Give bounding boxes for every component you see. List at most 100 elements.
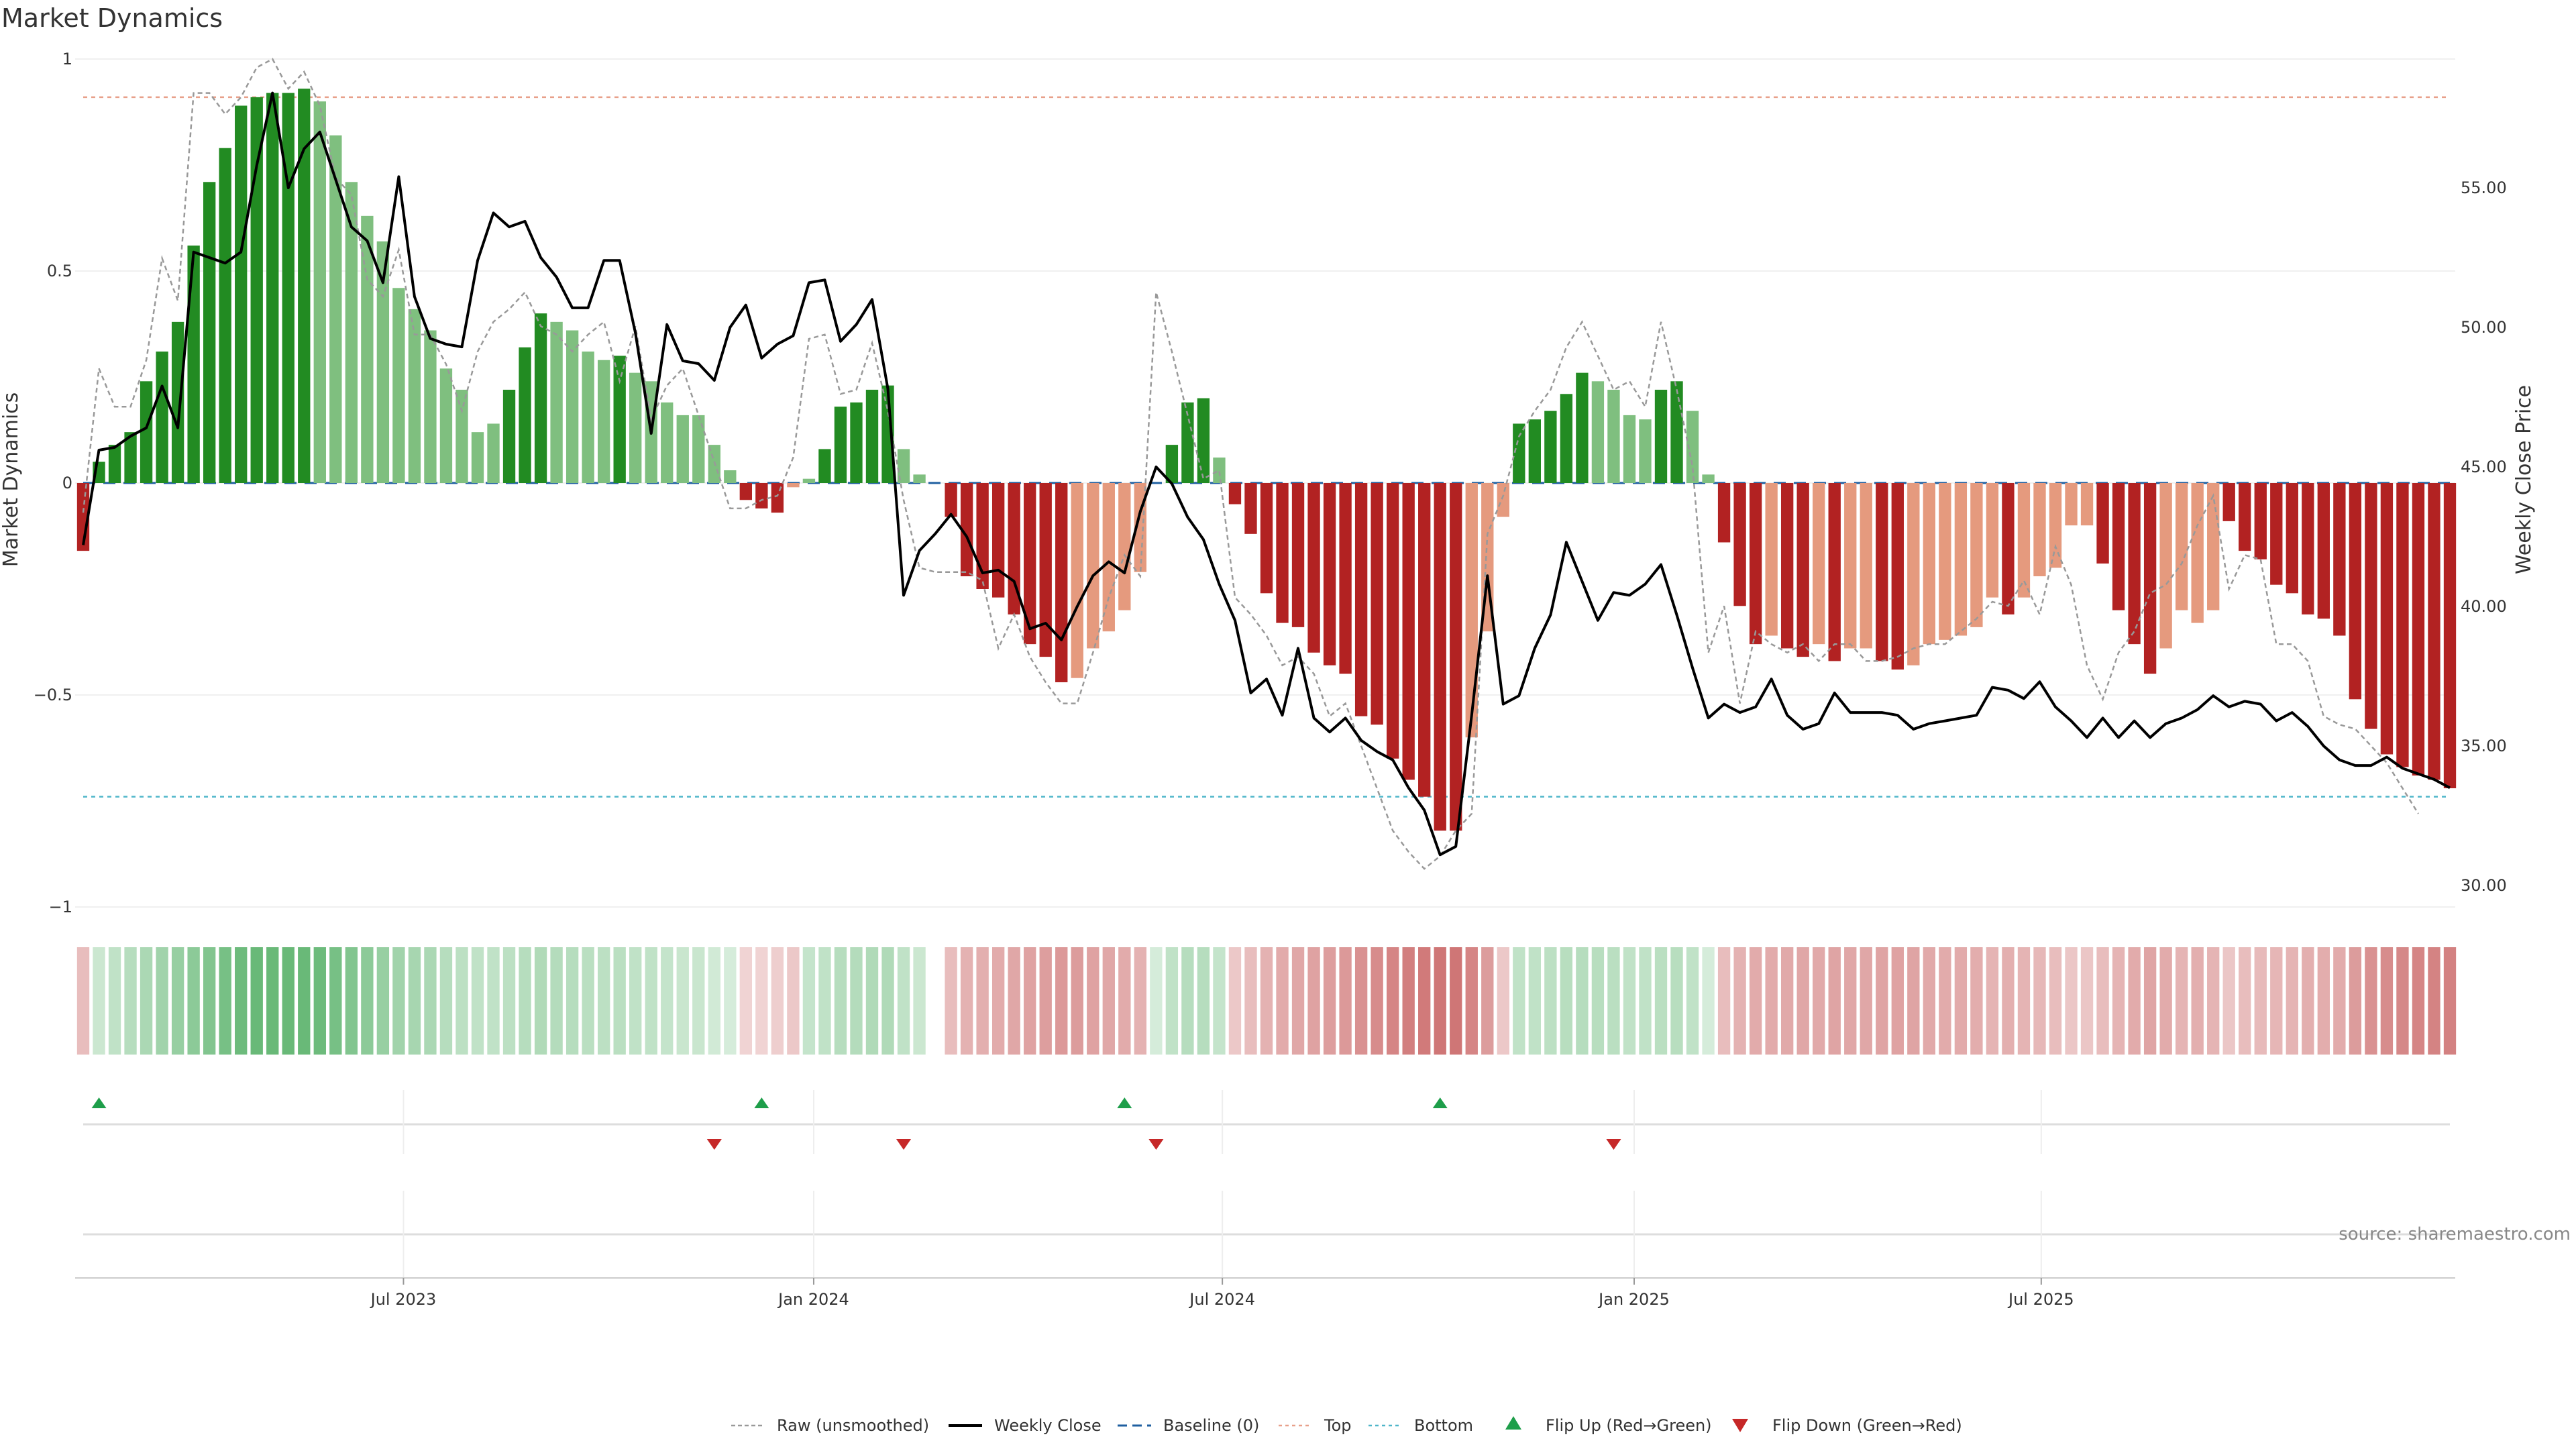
heat-cell — [661, 947, 674, 1055]
dynamics-bar — [1102, 483, 1115, 632]
dynamics-bar — [913, 474, 926, 483]
dynamics-bar — [1765, 483, 1778, 636]
heat-cell — [235, 947, 248, 1055]
heat-cell — [1591, 947, 1605, 1055]
heat-cell — [2065, 947, 2078, 1055]
heat-cell — [187, 947, 200, 1055]
dynamics-bar — [1860, 483, 1872, 649]
heat-cell — [597, 947, 610, 1055]
heat-cell — [203, 947, 216, 1055]
dynamics-bar — [1513, 423, 1525, 483]
left-tick-label: −1 — [49, 898, 72, 916]
dynamics-bar — [2191, 483, 2204, 623]
heat-cell — [1291, 947, 1305, 1055]
dynamics-bar — [376, 241, 390, 483]
heat-cell — [708, 947, 720, 1055]
legend-swatch-flip-up — [1505, 1416, 1521, 1430]
flip-up-marker — [91, 1097, 107, 1108]
dynamics-bar — [1276, 483, 1289, 623]
dynamics-bar — [1717, 483, 1731, 543]
heat-cell — [1071, 947, 1083, 1055]
heat-cell — [1102, 947, 1115, 1055]
dynamics-bar — [219, 148, 231, 483]
heat-cell — [645, 947, 657, 1055]
dynamics-bar — [1418, 483, 1431, 797]
heat-cell — [2080, 947, 2094, 1055]
heat-cell — [1544, 947, 1557, 1055]
legend-label-top: Top — [1324, 1416, 1352, 1435]
dynamics-bar — [850, 402, 863, 483]
dynamics-bar — [140, 381, 153, 483]
heat-cell — [156, 947, 168, 1055]
dynamics-bar — [1780, 483, 1794, 649]
heat-cell — [2349, 947, 2362, 1055]
heat-cell — [771, 947, 784, 1055]
dynamics-bar — [1733, 483, 1746, 606]
dynamics-bars — [76, 89, 2457, 831]
heat-cell — [124, 947, 137, 1055]
dynamics-bar — [392, 288, 405, 483]
heat-cell — [2128, 947, 2141, 1055]
heat-cell — [76, 947, 90, 1055]
dynamics-bar — [2380, 483, 2394, 755]
heat-cell — [2222, 947, 2235, 1055]
dynamics-bar — [2175, 483, 2188, 610]
heat-cell — [171, 947, 184, 1055]
dynamics-bar — [156, 352, 168, 483]
heat-cell — [582, 947, 594, 1055]
legend-label-flip_up: Flip Up (Red→Green) — [1546, 1416, 1712, 1435]
dynamics-bar — [1039, 483, 1052, 657]
dynamics-bar — [282, 93, 294, 483]
heat-cell — [2317, 947, 2330, 1055]
dynamics-bar — [329, 135, 342, 483]
dynamics-bar — [1024, 483, 1036, 645]
right-tick-label: 50.00 — [2461, 318, 2507, 337]
heat-cell — [1276, 947, 1289, 1055]
dynamics-bar — [1260, 483, 1273, 594]
left-axis-title: Market Dynamics — [0, 392, 23, 568]
heat-cell — [250, 947, 263, 1055]
legend-swatch-flip-down — [1732, 1419, 1748, 1432]
dynamics-bar — [1339, 483, 1352, 674]
heat-cell — [2096, 947, 2109, 1055]
dynamics-bar — [1244, 483, 1257, 534]
heat-cell — [1686, 947, 1699, 1055]
dynamics-bar — [1465, 483, 1478, 738]
heat-cell — [392, 947, 405, 1055]
heat-cell — [1307, 947, 1320, 1055]
dynamics-bar — [471, 432, 484, 483]
heat-cell — [1213, 947, 1226, 1055]
heat-cell — [1780, 947, 1794, 1055]
dynamics-bar — [2412, 483, 2425, 776]
heat-cell — [1828, 947, 1841, 1055]
heat-cell — [1150, 947, 1163, 1055]
dynamics-bar — [2396, 483, 2409, 767]
heat-cell — [991, 947, 1005, 1055]
heat-cell — [1418, 947, 1431, 1055]
heat-cell — [298, 947, 311, 1055]
heat-cell — [1670, 947, 1683, 1055]
dynamics-bar — [960, 483, 973, 577]
dynamics-bar — [739, 483, 753, 500]
heat-cell — [787, 947, 800, 1055]
dynamics-bar — [2333, 483, 2346, 636]
heat-cell — [755, 947, 768, 1055]
dynamics-bar — [345, 182, 358, 483]
dynamics-bar — [171, 321, 184, 483]
dynamics-bar — [724, 470, 737, 483]
dynamics-bar — [991, 483, 1005, 598]
dynamics-bar — [1907, 483, 1920, 665]
dynamics-bar — [802, 478, 816, 483]
dynamics-bar — [1528, 419, 1542, 483]
heat-cell — [1796, 947, 1809, 1055]
flip-down-marker — [1148, 1139, 1164, 1150]
dynamics-bar — [755, 483, 768, 508]
heat-cell — [1434, 947, 1446, 1055]
dynamics-bar — [1970, 483, 1983, 627]
heat-cell — [2380, 947, 2394, 1055]
dynamics-bar — [1607, 389, 1620, 483]
dynamics-bar — [2317, 483, 2330, 619]
heat-cell — [1876, 947, 1888, 1055]
dynamics-bar — [2112, 483, 2125, 610]
dynamics-bar — [881, 385, 894, 483]
